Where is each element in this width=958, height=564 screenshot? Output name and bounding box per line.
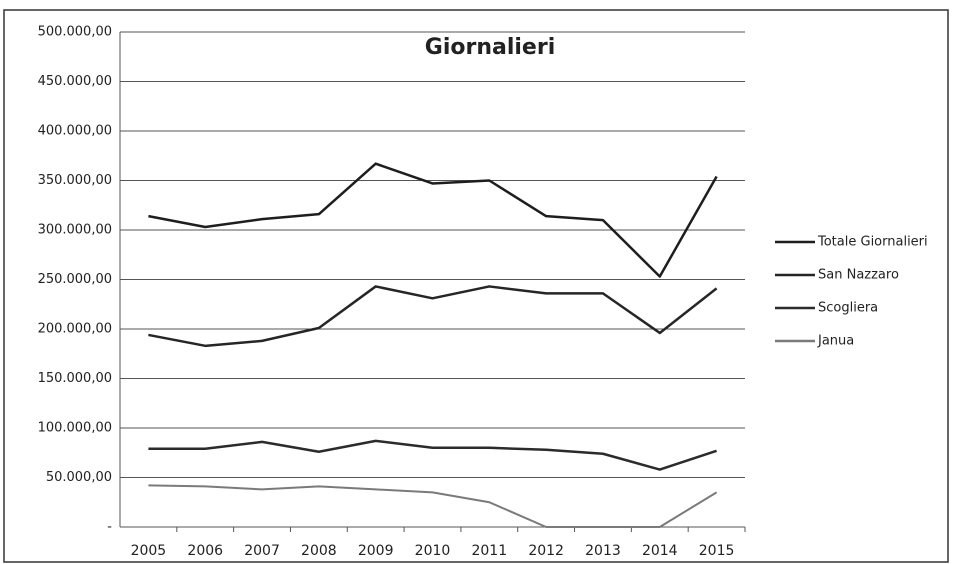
x-tick-label: 2008 bbox=[301, 543, 337, 559]
y-tick-label: 50.000,00 bbox=[46, 470, 112, 485]
legend-label: Janua bbox=[817, 334, 854, 349]
x-tick-label: 2013 bbox=[585, 543, 621, 559]
series-line bbox=[148, 439, 717, 471]
y-tick-label: 450.000,00 bbox=[38, 74, 112, 89]
y-tick-label: 500.000,00 bbox=[38, 25, 112, 40]
legend-label: Scogliera bbox=[818, 301, 878, 316]
y-tick-label: 100.000,00 bbox=[38, 421, 112, 436]
y-tick-label: 150.000,00 bbox=[38, 371, 112, 386]
legend-label: Totale Giornalieri bbox=[817, 235, 928, 250]
chart-title: Giornalieri bbox=[425, 35, 555, 60]
y-tick-label: 350.000,00 bbox=[38, 173, 112, 188]
x-tick-label: 2007 bbox=[244, 543, 280, 559]
x-tick-label: 2010 bbox=[415, 543, 451, 559]
series-line bbox=[148, 162, 718, 278]
x-tick-label: 2014 bbox=[642, 543, 678, 559]
x-tick-label: 2012 bbox=[528, 543, 564, 559]
y-tick-label: 250.000,00 bbox=[38, 272, 112, 287]
legend-label: San Nazzaro bbox=[818, 268, 899, 283]
y-tick-label: 200.000,00 bbox=[38, 322, 112, 337]
x-tick-label: 2009 bbox=[358, 543, 394, 559]
y-tick-label: 300.000,00 bbox=[38, 223, 112, 238]
series-line bbox=[148, 285, 718, 348]
chart-frame bbox=[3, 9, 949, 563]
y-tick-label: - bbox=[107, 520, 112, 535]
x-tick-label: 2011 bbox=[471, 543, 507, 559]
x-tick-label: 2006 bbox=[187, 543, 223, 559]
x-tick-label: 2015 bbox=[699, 543, 735, 559]
y-tick-label: 400.000,00 bbox=[38, 124, 112, 139]
x-tick-label: 2005 bbox=[131, 543, 167, 559]
series-line bbox=[148, 484, 718, 528]
